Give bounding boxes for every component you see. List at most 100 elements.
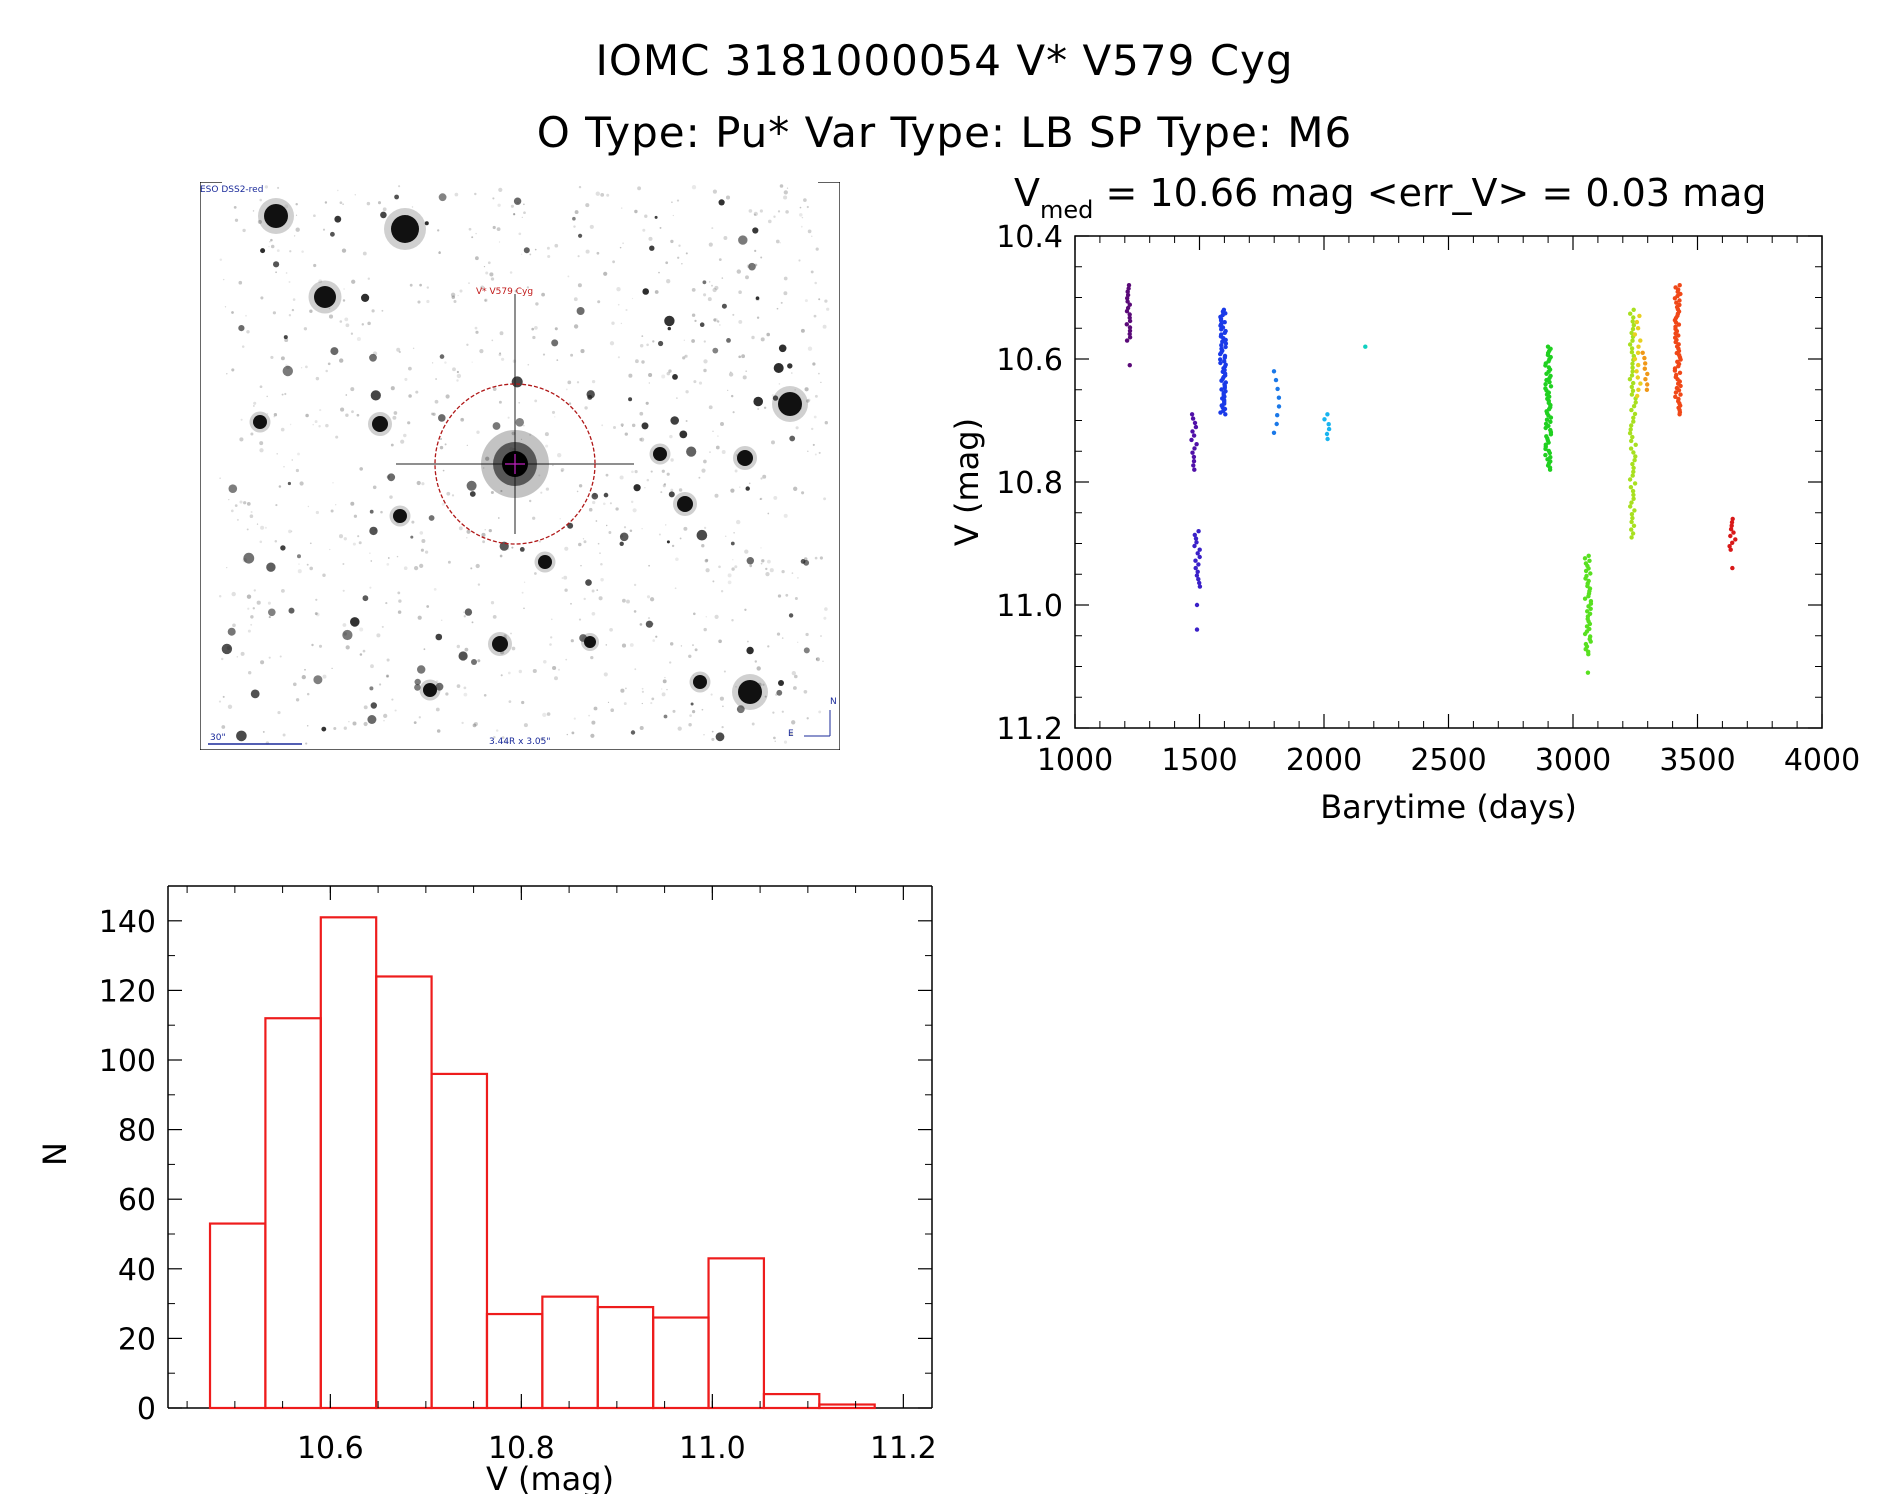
sky-star	[350, 617, 360, 627]
sky-noise-dot	[345, 323, 350, 328]
sky-star	[369, 526, 378, 536]
sky-noise-dot	[546, 246, 550, 250]
sky-noise-dot	[793, 486, 798, 491]
sky-noise-dot	[703, 340, 706, 343]
hist-y-tick-label: 140	[99, 905, 156, 940]
lc-data-point	[1629, 423, 1634, 428]
lc-data-point	[1127, 328, 1133, 333]
sky-star	[753, 396, 763, 407]
sky-noise-dot	[554, 676, 558, 681]
sky-star	[748, 262, 756, 271]
lc-data-point	[1635, 326, 1641, 331]
lc-y-tick-label: 11.0	[996, 589, 1063, 624]
sky-noise-dot	[751, 335, 755, 340]
sky-noise-dot	[599, 552, 601, 554]
sky-noise-dot	[648, 236, 653, 241]
sky-star	[619, 532, 629, 542]
sky-noise-dot	[468, 282, 470, 284]
sky-noise-dot	[511, 546, 514, 549]
sky-noise-dot	[242, 228, 246, 233]
sky-noise-dot	[720, 422, 724, 426]
sky-noise-dot	[385, 674, 390, 678]
sky-noise-dot	[711, 737, 715, 741]
lc-data-point	[1197, 547, 1202, 552]
sky-noise-dot	[669, 642, 674, 646]
sky-star	[238, 325, 245, 332]
lc-data-point	[1543, 446, 1548, 452]
sky-noise-dot	[804, 299, 808, 303]
target-circle	[434, 383, 596, 545]
sky-star	[221, 643, 233, 655]
sky-noise-dot	[241, 345, 245, 348]
sky-noise-dot	[435, 378, 438, 380]
sky-noise-dot	[807, 398, 811, 402]
sky-star	[736, 705, 745, 714]
hist-bar	[652, 1316, 710, 1410]
sky-noise-dot	[477, 583, 481, 586]
lc-data-point	[1363, 344, 1368, 349]
lc-data-point	[1219, 387, 1224, 392]
sky-noise-dot	[666, 688, 668, 691]
sky-star	[686, 446, 697, 457]
lc-data-point	[1636, 344, 1641, 349]
sky-noise-dot	[485, 271, 489, 275]
sky-noise-dot	[490, 277, 495, 281]
sky-noise-dot	[742, 375, 747, 380]
sky-noise-dot	[383, 713, 388, 719]
sky-noise-dot	[315, 376, 320, 381]
sky-noise-dot	[407, 421, 411, 425]
sky-noise-dot	[777, 210, 781, 213]
sky-noise-dot	[734, 565, 738, 569]
sky-noise-dot	[457, 294, 459, 297]
sky-noise-dot	[815, 247, 819, 251]
sky-noise-dot	[309, 309, 313, 313]
sky-noise-dot	[341, 248, 347, 253]
sky-noise-dot	[721, 450, 726, 454]
lc-data-point	[1194, 540, 1199, 545]
sky-star	[380, 211, 387, 219]
sky-noise-dot	[231, 311, 234, 314]
hist-bar	[430, 1072, 489, 1410]
sky-noise-dot	[666, 472, 670, 476]
sky-noise-dot	[567, 275, 570, 278]
sky-noise-dot	[761, 559, 765, 563]
sky-noise-dot	[677, 726, 682, 731]
lc-data-point	[1633, 442, 1638, 447]
sky-noise-dot	[280, 356, 285, 361]
lc-data-point	[1197, 554, 1202, 560]
lc-data-point	[1222, 359, 1227, 364]
sky-noise-dot	[767, 559, 771, 564]
sky-noise-dot	[718, 565, 721, 569]
sky-noise-dot	[583, 540, 587, 544]
sky-noise-dot	[692, 644, 694, 647]
sky-noise-dot	[619, 246, 622, 249]
sky-noise-dot	[733, 532, 735, 534]
sky-star	[439, 354, 445, 359]
lc-data-point	[1548, 419, 1553, 424]
sky-star-bright	[538, 555, 552, 569]
sky-noise-dot	[253, 405, 255, 407]
sky-noise-dot	[617, 303, 620, 306]
lc-data-point	[1630, 388, 1636, 393]
sky-noise-dot	[266, 395, 268, 398]
sky-noise-dot	[463, 615, 466, 618]
hist-bar	[375, 975, 433, 1410]
sky-noise-dot	[658, 271, 660, 274]
sky-noise-dot	[246, 594, 252, 599]
hist-bar	[264, 1017, 322, 1410]
lc-data-point	[1543, 382, 1548, 387]
sky-noise-dot	[778, 383, 781, 385]
sky-noise-dot	[783, 513, 788, 518]
sky-noise-dot	[669, 434, 673, 439]
sky-noise-dot	[500, 489, 503, 493]
sky-noise-dot	[668, 369, 672, 373]
sky-noise-dot	[246, 528, 249, 531]
sky-noise-dot	[571, 731, 575, 735]
sky-noise-dot	[398, 350, 401, 354]
sky-noise-dot	[419, 563, 424, 568]
sky-noise-dot	[723, 236, 728, 240]
sky-noise-dot	[658, 533, 661, 536]
sky-noise-dot	[259, 540, 263, 544]
sky-noise-dot	[459, 289, 463, 293]
